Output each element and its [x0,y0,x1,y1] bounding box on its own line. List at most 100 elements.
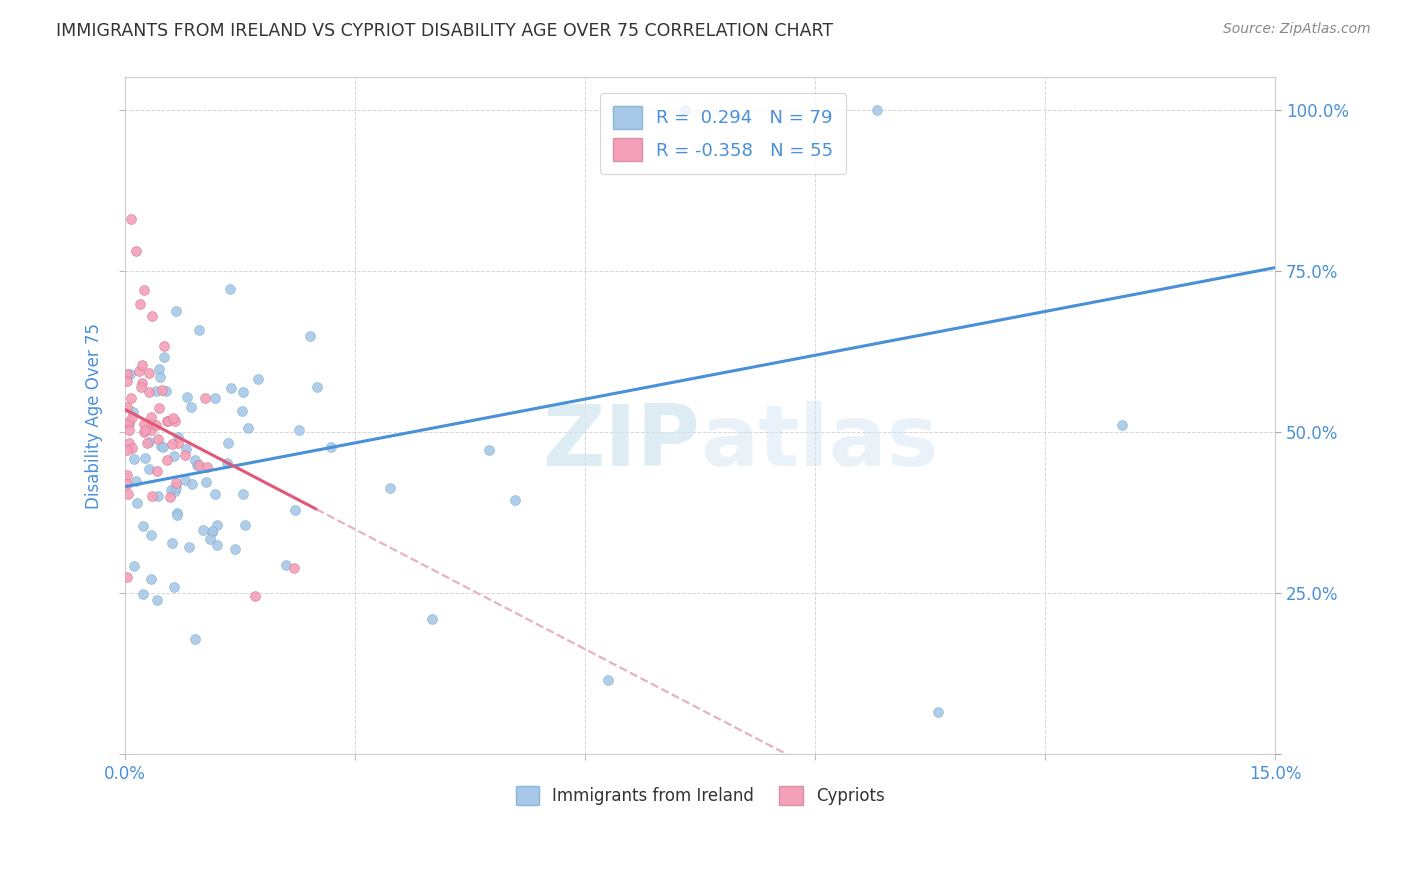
Point [198,532,221,546]
Point [191,524,214,538]
Point [215,456,238,470]
Point [136,436,159,450]
Point [288,423,311,437]
Point [118,416,141,430]
Point [139,423,162,437]
Point [131,376,153,390]
Point [217,435,239,450]
Point [174,474,197,488]
Point [118,423,141,437]
Text: ZIP: ZIP [543,401,700,484]
Point [148,489,170,503]
Point [187,458,209,473]
Y-axis label: Disability Age Over 75: Disability Age Over 75 [86,323,103,508]
Point [159,490,181,504]
Point [165,414,187,428]
Point [122,451,145,466]
Point [159,483,181,497]
Point [156,415,179,429]
Point [187,323,209,337]
Point [219,282,242,296]
Point [138,385,160,400]
Point [299,328,322,343]
Legend: Immigrants from Ireland, Cypriots: Immigrants from Ireland, Cypriots [508,778,893,814]
Point [115,468,138,483]
Point [117,368,139,382]
Point [129,380,152,394]
Point [128,364,150,378]
Point [201,524,224,538]
Point [150,383,173,397]
Point [118,415,141,429]
Point [149,369,172,384]
Point [141,489,163,503]
Point [129,297,152,311]
Point [121,441,143,455]
Point [284,502,307,516]
Point [163,449,186,463]
Point [138,462,160,476]
Point [146,433,169,447]
Text: Source: ZipAtlas.com: Source: ZipAtlas.com [1223,22,1371,37]
Point [865,103,887,117]
Point [148,362,170,376]
Point [176,391,198,405]
Point [673,103,696,117]
Point [207,518,229,533]
Point [224,542,246,557]
Point [201,525,224,540]
Point [120,212,142,227]
Point [139,572,162,586]
Point [305,379,328,393]
Point [204,486,226,500]
Text: IMMIGRANTS FROM IRELAND VS CYPRIOT DISABILITY AGE OVER 75 CORRELATION CHART: IMMIGRANTS FROM IRELAND VS CYPRIOT DISAB… [56,22,834,40]
Point [194,391,217,405]
Point [380,481,402,495]
Point [233,517,256,532]
Point [148,401,170,415]
Point [165,476,187,491]
Point [156,414,179,428]
Point [115,374,138,388]
Point [146,593,169,607]
Point [146,464,169,478]
Point [166,508,188,522]
Point [181,477,204,491]
Point [149,439,172,453]
Point [1111,418,1133,433]
Point [420,612,443,626]
Point [180,401,202,415]
Point [205,538,228,552]
Point [174,448,197,462]
Point [115,442,138,457]
Point [195,475,218,489]
Point [204,391,226,405]
Point [132,283,155,297]
Point [125,244,148,259]
Point [120,367,142,381]
Point [121,405,143,419]
Point [152,339,174,353]
Point [118,435,141,450]
Point [152,440,174,454]
Point [219,381,242,395]
Point [134,451,156,466]
Point [246,372,269,386]
Point [139,416,162,430]
Point [132,586,155,600]
Point [477,443,499,458]
Point [165,484,187,499]
Point [138,434,160,449]
Point [125,496,148,510]
Point [117,486,139,500]
Point [162,437,184,451]
Point [174,442,197,457]
Point [186,458,208,472]
Point [177,541,200,555]
Point [131,358,153,372]
Point [605,103,627,117]
Point [120,391,142,405]
Point [134,417,156,432]
Point [117,570,139,584]
Point [115,476,138,491]
